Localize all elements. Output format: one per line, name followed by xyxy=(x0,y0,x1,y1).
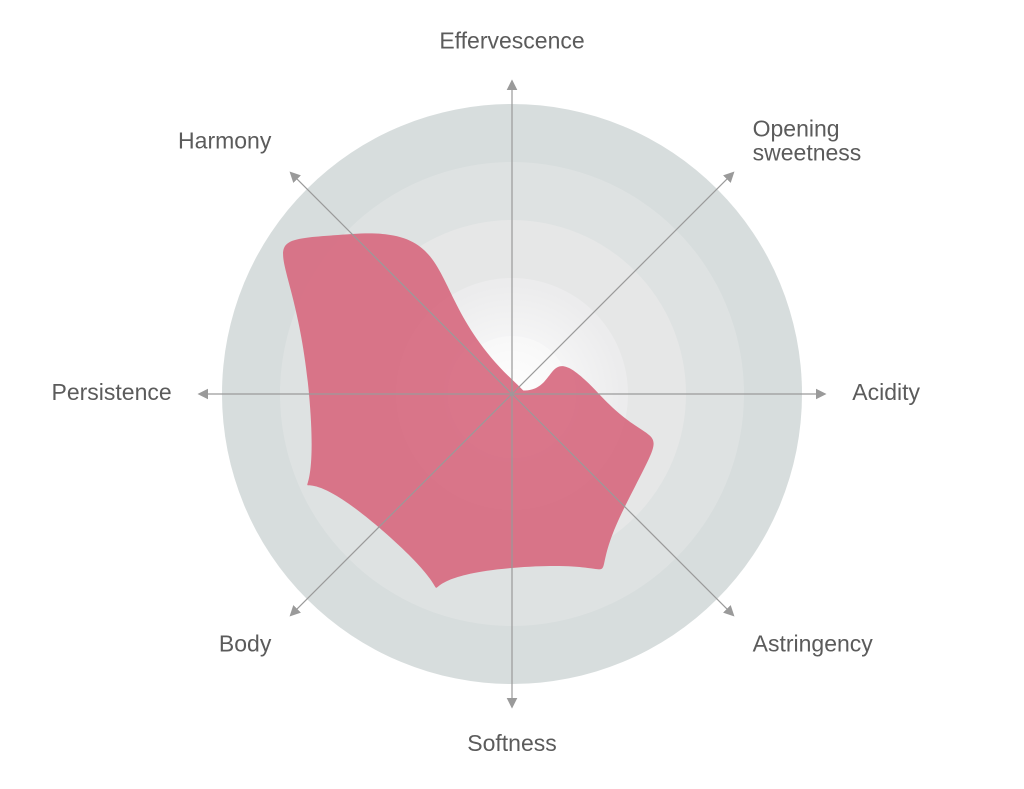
radar-chart: Effervescence Openingsweetness Acidity Astr… xyxy=(0,0,1024,789)
label-astringency: Astringency xyxy=(753,630,874,656)
radar-svg: Effervescence Openingsweetness Acidity Astr… xyxy=(0,0,1024,789)
label-body: Body xyxy=(219,630,272,656)
label-persistence: Persistence xyxy=(52,379,172,405)
label-effervescence: Effervescence xyxy=(439,28,584,54)
axes xyxy=(202,84,823,705)
label-harmony: Harmony xyxy=(178,127,272,153)
label-opening_sweetness: Openingsweetness xyxy=(753,115,862,165)
label-acidity: Acidity xyxy=(852,379,920,405)
label-softness: Softness xyxy=(467,730,557,756)
